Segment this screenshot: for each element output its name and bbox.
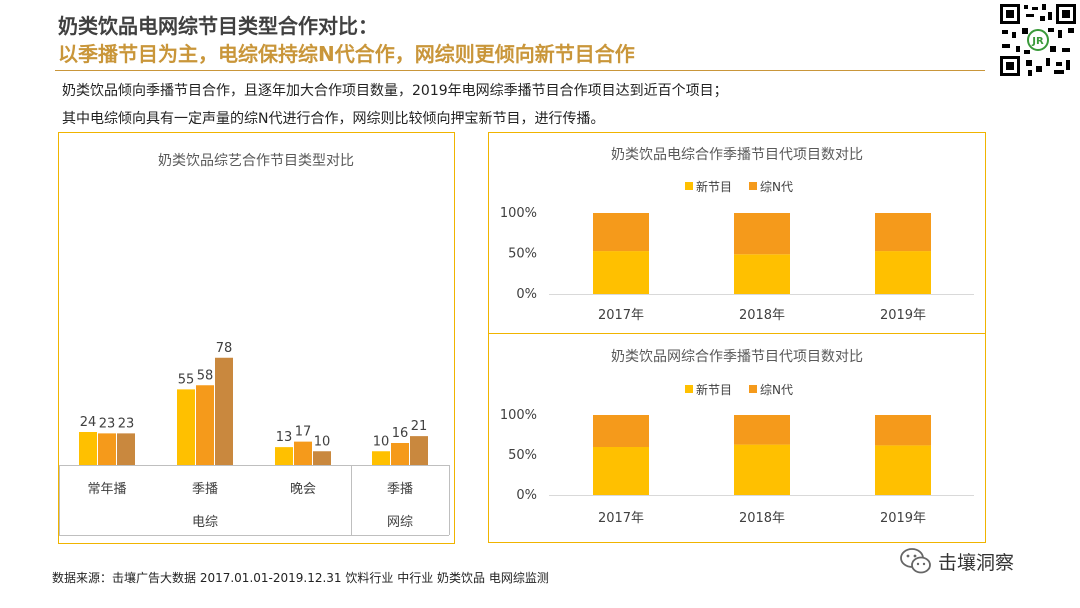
y-tick-label: 0% [516,287,537,302]
legend-label: 新节目 [696,179,732,194]
bar-value-label: 23 [99,416,116,431]
web-variety-stacked-chart: 奶类饮品网综合作季播节目代项目数对比 新节目 综N代 0% 50% 100% 2017年 2… [500,349,974,526]
bar-value-label: 13 [276,430,293,445]
category-label: 季播 [387,482,413,497]
tv-variety-stacked-chart: 奶类饮品电综合作季播节目代项目数对比 新节目 综N代 0% 50% 100% 2017年 2… [500,147,974,323]
bar-1-1 [196,385,214,465]
data-source-note: 数据来源：击壤广告大数据 2017.01.01-2019.12.31 饮料行业 … [52,571,549,585]
bar-value-label: 17 [295,425,312,440]
y-tick-label: 100% [500,206,537,221]
y-tick-label: 50% [508,448,537,463]
legend-label: 新节目 [696,382,732,397]
legend-swatch [749,385,757,393]
bar-value-label: 10 [373,434,390,449]
group-label-tv: 电综 [192,515,218,530]
bar-2-2 [313,451,331,465]
bar-0-1 [98,433,116,465]
stack-bar-1-1 [734,213,790,255]
wechat-logo-icon [900,548,931,574]
bar-value-label: 23 [118,416,135,431]
bar-0-2 [117,433,135,465]
legend-swatch [685,182,693,190]
web-variety-chart-title: 奶类饮品网综合作季播节目代项目数对比 [611,349,863,365]
stack-bar-0-1 [593,213,649,252]
category-label: 2018年 [739,308,785,323]
category-label: 2017年 [598,308,644,323]
bar-value-label: 21 [411,419,428,434]
program-type-chart-title: 奶类饮品综艺合作节目类型对比 [158,153,354,169]
category-label: 2019年 [880,511,926,526]
bar-value-label: 58 [197,368,214,383]
bar-1-0 [177,389,195,465]
wechat-account-name: 击壤洞察 [938,552,1015,574]
bar-value-label: 78 [216,341,233,356]
category-label: 2018年 [739,511,785,526]
bar-value-label: 16 [392,426,409,441]
bar-3-1 [391,443,409,465]
tv-variety-chart-panel: 奶类饮品电综合作季播节目代项目数对比 新节目 综N代 0% 50% 100% 2017年 2… [488,132,986,334]
page-subtitle: 以季播节目为主，电综保持综N代合作，网综则更倾向新节目合作 [58,42,635,66]
page-title: 奶类饮品电网综节目类型合作对比： [58,14,378,38]
category-label: 晚会 [290,482,316,497]
bar-1-2 [215,357,233,465]
svg-text:JR: JR [1031,36,1044,47]
bar-value-label: 24 [80,415,97,430]
stack-bar-0-0 [593,251,649,294]
bar-value-label: 55 [178,372,195,387]
y-tick-label: 0% [516,488,537,503]
legend-swatch [749,182,757,190]
legend-label: 综N代 [760,383,793,397]
bar-0-0 [79,432,97,465]
title-divider [55,70,985,71]
group-label-web: 网综 [387,515,413,530]
stack-bar-2-1 [875,213,931,252]
stack-bar-1-1 [734,415,790,445]
tv-variety-chart-title: 奶类饮品电综合作季播节目代项目数对比 [611,147,863,163]
category-label: 常年播 [87,482,126,497]
stack-bar-2-1 [875,415,931,446]
category-label: 季播 [192,482,218,497]
stack-bar-0-1 [593,415,649,447]
stack-bar-0-0 [593,447,649,495]
y-tick-label: 50% [508,247,537,262]
description-line-2: 其中电综倾向具有一定声量的综N代进行合作，网综则比较倾向押宝新节目，进行传播。 [62,111,605,127]
description-line-1: 奶类饮品倾向季播节目合作，且逐年加大合作项目数量，2019年电网综季播节目合作项… [62,83,728,99]
legend-label: 综N代 [760,180,793,194]
bar-3-0 [372,451,390,465]
y-tick-label: 100% [500,408,537,423]
stack-bar-2-0 [875,251,931,294]
bar-2-0 [275,447,293,465]
qr-code-icon: JR [998,2,1078,78]
stack-bar-1-0 [734,444,790,495]
bar-value-label: 10 [314,434,331,449]
stack-bar-2-0 [875,445,931,495]
category-label: 2019年 [880,308,926,323]
bar-2-1 [294,441,312,465]
category-label: 2017年 [598,511,644,526]
web-variety-chart-panel: 奶类饮品网综合作季播节目代项目数对比 新节目 综N代 0% 50% 100% 2017年 2… [488,333,986,543]
bar-3-2 [410,436,428,465]
program-type-chart-panel: 奶类饮品综艺合作节目类型对比 24 23 23 55 58 78 13 17 10 10 16 21 … [58,132,455,544]
legend-swatch [685,385,693,393]
stack-bar-1-0 [734,254,790,294]
